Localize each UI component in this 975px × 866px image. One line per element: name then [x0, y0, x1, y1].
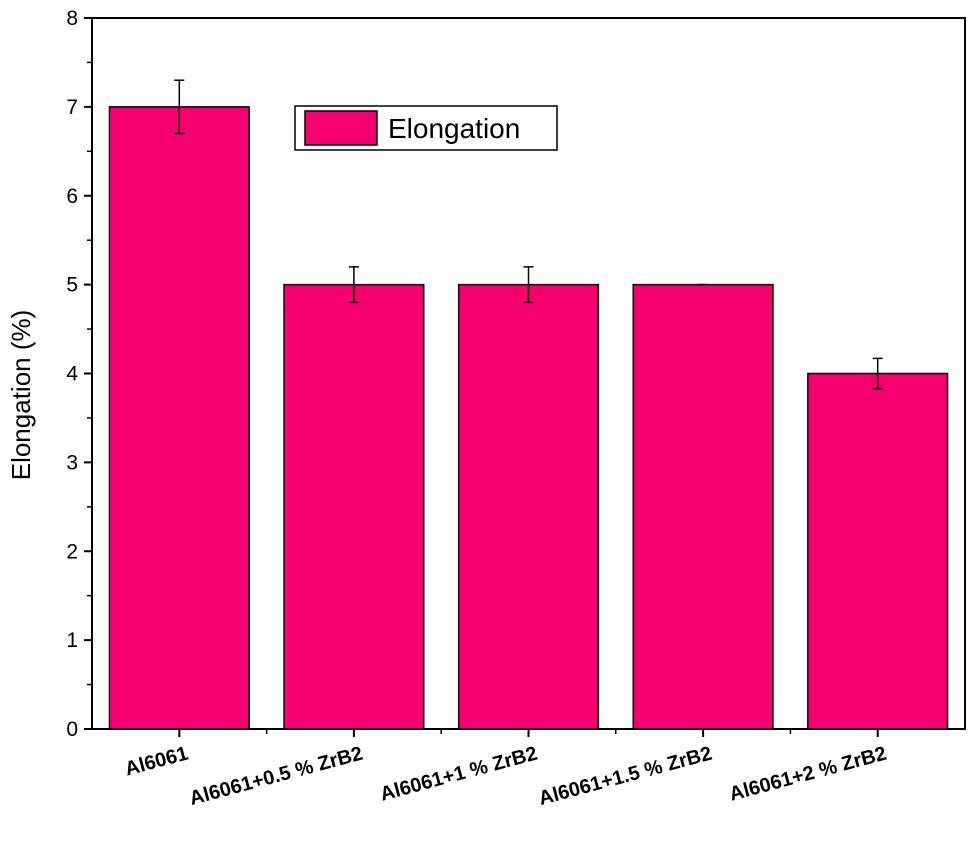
y-tick-label: 4 — [66, 363, 78, 386]
legend-label: Elongation — [388, 113, 520, 144]
legend: Elongation — [294, 105, 558, 151]
x-category-label: Al6061+2 % ZrB2 — [727, 743, 889, 806]
y-tick-label: 2 — [66, 540, 78, 563]
bar — [807, 372, 949, 730]
bar — [632, 283, 774, 730]
y-tick-label: 8 — [66, 7, 78, 30]
bars — [108, 79, 949, 730]
bar — [108, 106, 250, 730]
x-category-label: Al6061 — [123, 743, 191, 781]
legend-swatch — [304, 110, 378, 146]
y-tick-label: 1 — [66, 629, 78, 652]
bar — [283, 283, 425, 730]
x-category-label: Al6061+0.5 % ZrB2 — [187, 743, 365, 810]
y-tick-label: 3 — [66, 451, 78, 474]
x-category-label: Al6061+1 % ZrB2 — [378, 743, 540, 806]
y-tick-label: 5 — [66, 274, 78, 297]
y-tick-label: 6 — [66, 185, 78, 208]
y-tick-label: 0 — [66, 718, 78, 741]
x-category-label: Al6061+1.5 % ZrB2 — [536, 743, 714, 810]
bar — [457, 283, 600, 730]
y-tick-label: 7 — [66, 96, 78, 119]
y-axis-title: Elongation (%) — [6, 310, 36, 481]
y-axis-ticks: 0 1 2 3 4 5 6 7 8 — [66, 7, 92, 741]
